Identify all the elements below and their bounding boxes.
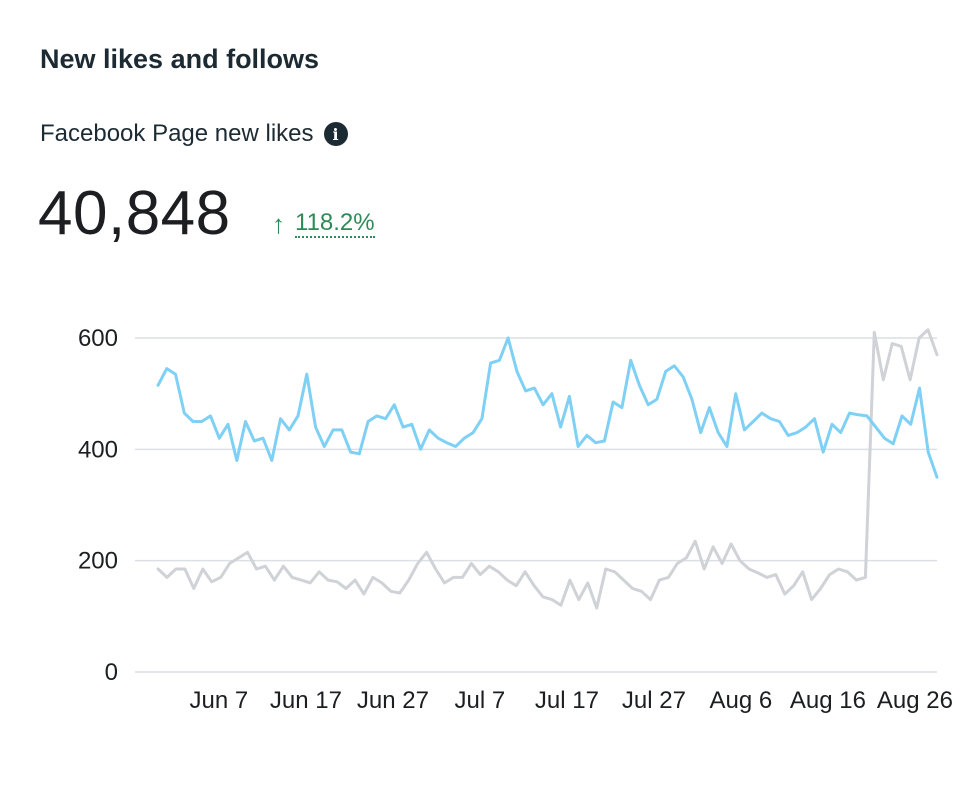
series-line [156,328,939,610]
y-tick-label: 600 [78,325,118,352]
y-tick-label: 0 [105,659,118,686]
x-tick-label: Jun 7 [190,687,249,714]
change-percent[interactable]: 118.2% [295,209,375,238]
x-tick-label: Aug 16 [790,687,866,714]
x-tick-label: Jun 17 [270,687,342,714]
x-tick-label: Aug 6 [710,687,773,714]
arrow-up-icon: ↑ [272,209,285,239]
metric-label: Facebook Page new likes [40,120,314,147]
x-tick-label: Jul 17 [535,687,599,714]
info-icon[interactable]: i [323,122,348,146]
x-tick-label: Jun 27 [357,687,429,714]
x-tick-label: Aug 26 [877,687,953,714]
y-axis: 0 200 400 600 [78,325,118,686]
change-indicator[interactable]: ↑ 118.2% [272,210,375,238]
metric-header: Facebook Page new likes i [40,120,348,148]
y-tick-label: 400 [78,436,118,463]
x-axis: Jun 7 Jun 17 Jun 27 Jul 7 Jul 17 Jul 27 Aug 6 A… [190,687,953,714]
x-tick-label: Jul 27 [622,687,686,714]
series-line [156,336,939,479]
y-tick-label: 200 [78,548,118,575]
section-title: New likes and follows [40,44,320,74]
series-lines [156,328,939,610]
x-tick-label: Jul 7 [455,687,506,714]
metric-value: 40,848 [38,179,231,248]
